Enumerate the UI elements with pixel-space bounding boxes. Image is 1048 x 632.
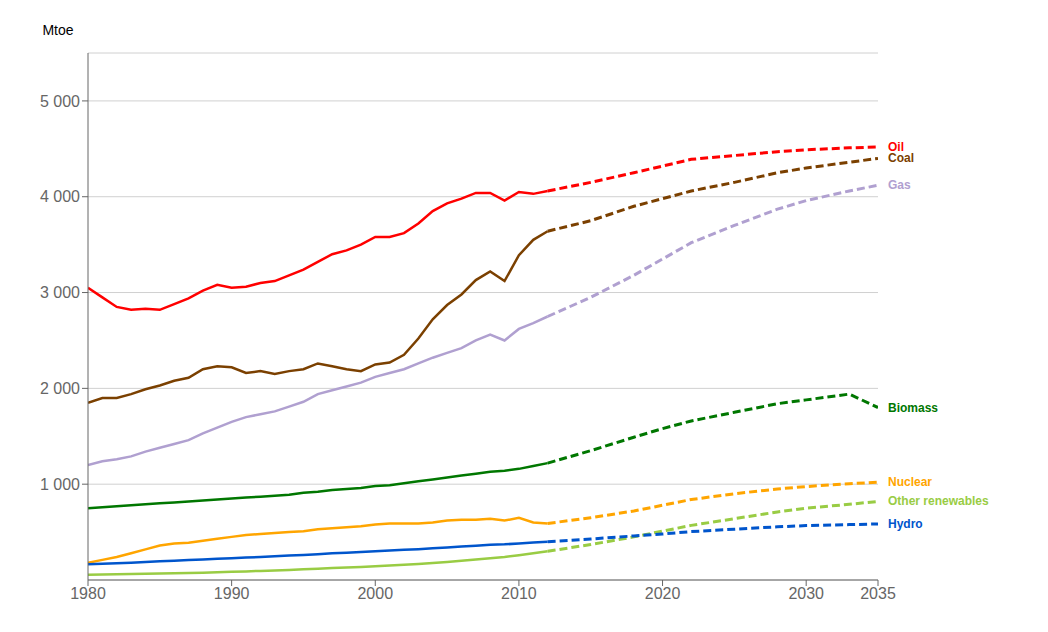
svg-text:Gas: Gas bbox=[888, 178, 911, 192]
svg-text:2035: 2035 bbox=[860, 585, 896, 602]
svg-text:4 000: 4 000 bbox=[40, 188, 80, 205]
svg-text:Mtoe: Mtoe bbox=[42, 22, 73, 38]
svg-text:2020: 2020 bbox=[645, 585, 681, 602]
svg-text:1990: 1990 bbox=[214, 585, 250, 602]
svg-text:Coal: Coal bbox=[888, 151, 914, 165]
svg-text:2000: 2000 bbox=[357, 585, 393, 602]
svg-text:Hydro: Hydro bbox=[888, 517, 923, 531]
svg-text:2030: 2030 bbox=[788, 585, 824, 602]
svg-text:Oil: Oil bbox=[888, 139, 904, 154]
svg-text:2 000: 2 000 bbox=[40, 380, 80, 397]
svg-text:2010: 2010 bbox=[501, 585, 537, 602]
svg-text:5 000: 5 000 bbox=[40, 93, 80, 110]
svg-text:Biomass: Biomass bbox=[888, 401, 938, 415]
svg-text:1 000: 1 000 bbox=[40, 476, 80, 493]
svg-text:Other renewables: Other renewables bbox=[888, 494, 989, 508]
svg-text:Nuclear: Nuclear bbox=[888, 475, 932, 489]
svg-text:1980: 1980 bbox=[70, 585, 106, 602]
svg-text:3 000: 3 000 bbox=[40, 284, 80, 301]
